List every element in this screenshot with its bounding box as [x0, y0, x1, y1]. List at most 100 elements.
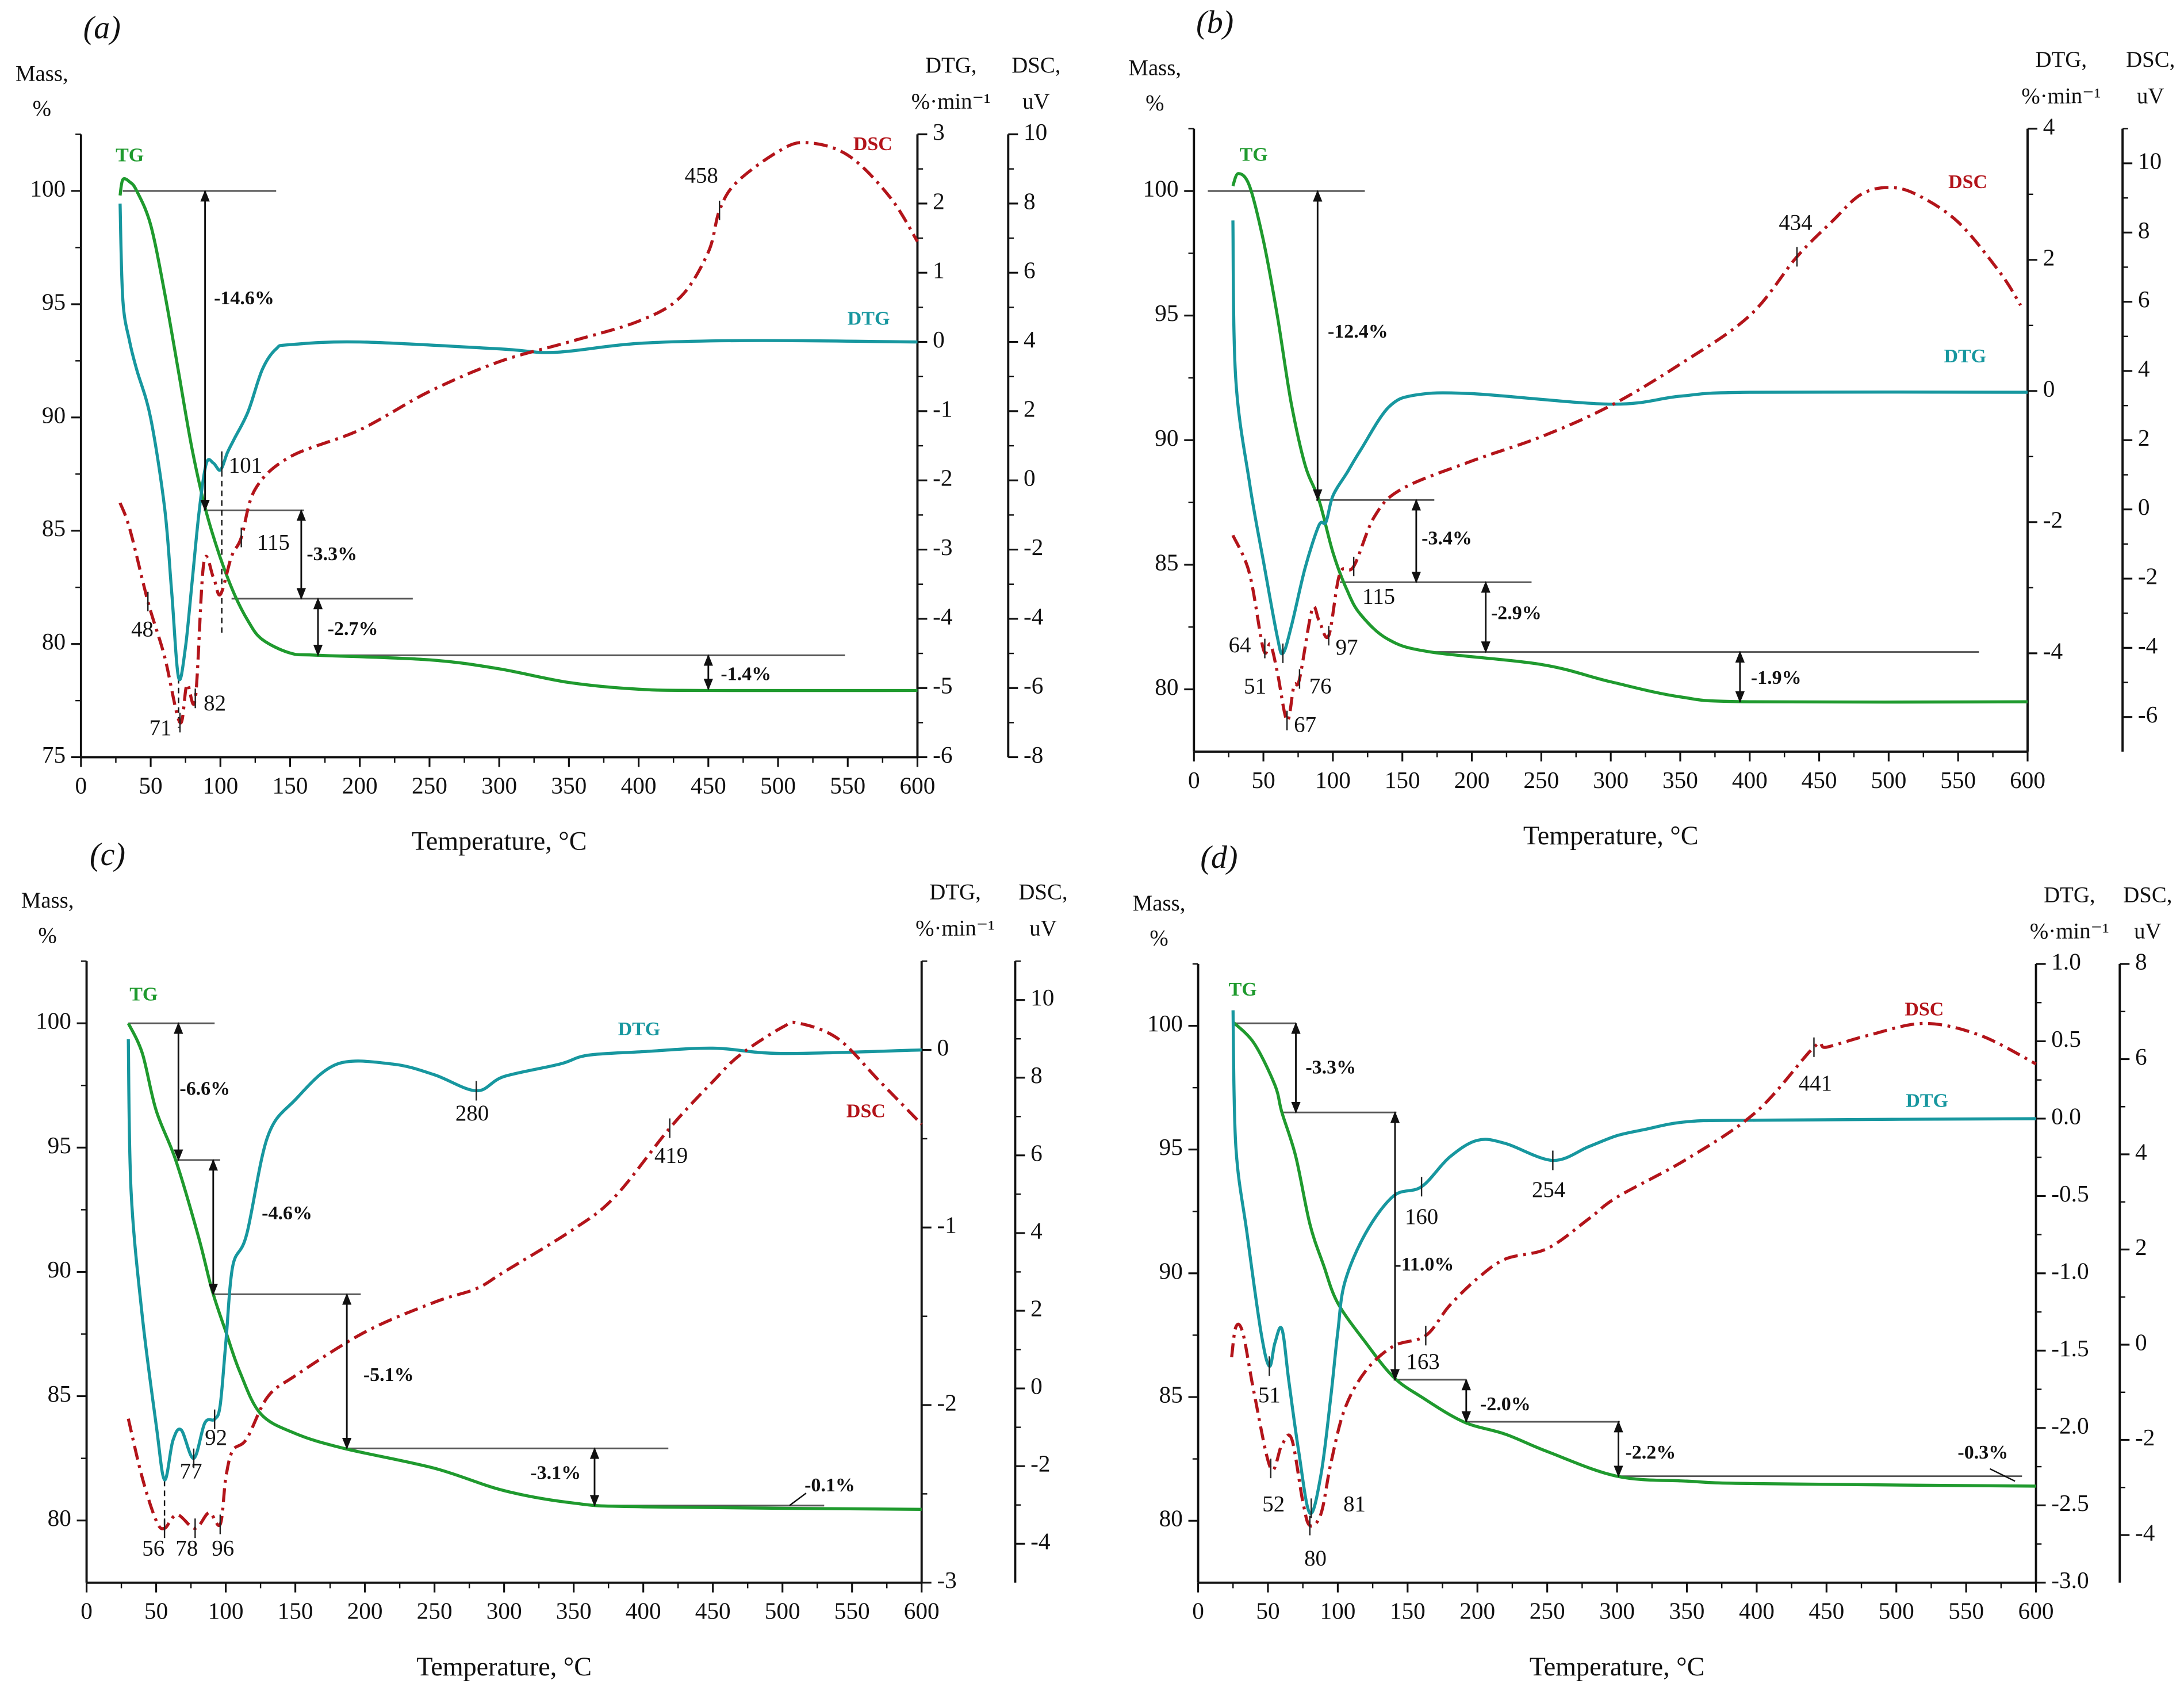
x-tick-label: 600 — [2018, 1598, 2054, 1624]
dtg-tick-label: 0.0 — [2051, 1103, 2081, 1129]
series-label-dtg: DTG — [1906, 1090, 1948, 1112]
x-tick-label: 300 — [1593, 767, 1629, 793]
x-tick-label: 100 — [1315, 767, 1351, 793]
x-tick-label: 350 — [556, 1598, 592, 1624]
x-axis-title: Temperature, °C — [1530, 1652, 1705, 1681]
panel-a: (a)0 50 100 150 200 250 300 350 400 450 500 550 600T… — [16, 10, 1061, 856]
series-label-dtg: DTG — [618, 1019, 661, 1040]
x-tick-label: 250 — [417, 1598, 453, 1624]
panel-label: (d) — [1200, 840, 1237, 875]
series-label-dsc: DSC — [1948, 171, 1987, 193]
dtg-tick-label: 0 — [2043, 375, 2055, 401]
x-tick-label: 350 — [1669, 1598, 1705, 1624]
x-tick-label: 100 — [1320, 1598, 1355, 1624]
x-tick-label: 0 — [81, 1598, 93, 1624]
x-tick-label: 450 — [1808, 1598, 1844, 1624]
mass-tick-label: 100 — [1143, 175, 1179, 202]
x-tick-label: 450 — [1802, 767, 1837, 793]
dsc-tick-label: 4 — [2138, 355, 2150, 381]
series-label-dsc: DSC — [853, 133, 892, 155]
panel-label: (c) — [90, 837, 125, 872]
panel-d: (d) 0 50 100 150 200 250 300 350 400 450 500 550 600 T… — [1133, 840, 2172, 1681]
mass-tick-label: 90 — [42, 401, 66, 428]
dsc-tick-label: 10 — [2138, 147, 2162, 174]
peak-label: 160 — [1405, 1204, 1438, 1229]
dtg-tick-label: 4 — [2043, 113, 2055, 139]
dsc-axis-unit: uV — [2137, 83, 2164, 108]
x-tick-label: 300 — [486, 1598, 522, 1624]
mass-tick-label: 85 — [1159, 1381, 1183, 1407]
dsc-tick-label: 4 — [1024, 326, 1036, 353]
peak-label: 101 — [229, 453, 262, 477]
mass-loss-label: -4.6% — [262, 1203, 312, 1224]
dtg-tick-label: 3 — [933, 118, 945, 145]
mass-loss-label: -1.9% — [1751, 667, 1802, 688]
peak-label: 56 — [142, 1536, 164, 1560]
x-tick-label: 300 — [481, 772, 517, 798]
dsc-tick-label: 4 — [1030, 1217, 1043, 1243]
mass-loss-label: -0.1% — [804, 1475, 855, 1496]
x-tick-label: 550 — [834, 1598, 870, 1624]
x-tick-label: 250 — [412, 772, 447, 798]
peak-label: 76 — [1309, 673, 1332, 698]
dsc-tick-label: 6 — [1030, 1139, 1043, 1166]
x-tick-label: 600 — [899, 772, 935, 798]
mass-tick-label: 95 — [1159, 1134, 1183, 1160]
series-tg-curve — [1232, 1021, 2036, 1488]
x-tick-label: 50 — [1256, 1598, 1279, 1624]
x-tick-label: 500 — [1879, 1598, 1914, 1624]
mass-axis-title: Mass, — [1133, 891, 1186, 916]
dsc-tick-label: -8 — [1024, 741, 1043, 768]
dsc-tick-label: -4 — [2135, 1519, 2155, 1545]
dsc-axis-unit: uV — [1022, 89, 1049, 114]
dsc-tick-label: 0 — [2138, 493, 2150, 520]
dtg-tick-label: 0 — [937, 1034, 949, 1061]
peak-label: 115 — [257, 530, 290, 554]
series-label-dsc: DSC — [1905, 999, 1944, 1020]
dtg-tick-label: -1.5 — [2051, 1335, 2089, 1361]
x-tick-label: 50 — [139, 772, 162, 798]
mass-tick-label: 80 — [1155, 673, 1178, 700]
mass-axis-unit: % — [1150, 926, 1168, 951]
dtg-tick-label: -2.0 — [2051, 1412, 2089, 1438]
mass-loss-label: -3.1% — [530, 1463, 581, 1484]
x-tick-label: 400 — [1739, 1598, 1775, 1624]
peak-label: 51 — [1258, 1383, 1281, 1407]
dtg-tick-label: -1.0 — [2051, 1257, 2089, 1284]
dtg-tick-label: 0.5 — [2051, 1025, 2081, 1052]
series-label-tg: TG — [1240, 144, 1268, 165]
x-tick-label: 550 — [1948, 1598, 1984, 1624]
dsc-tick-label: 6 — [1024, 257, 1036, 284]
dtg-tick-label: -2.5 — [2051, 1490, 2089, 1516]
dsc-tick-label: -6 — [1024, 672, 1043, 699]
dsc-tick-label: -2 — [2135, 1424, 2155, 1451]
mass-tick-label: 80 — [1159, 1505, 1183, 1532]
dtg-tick-label: 2 — [2043, 244, 2055, 270]
mass-axis-unit: % — [1145, 90, 1164, 115]
mass-loss-label: -12.4% — [1328, 321, 1388, 342]
mass-tick-label: 85 — [48, 1380, 71, 1407]
dsc-tick-label: 8 — [2135, 948, 2147, 974]
x-tick-label: 450 — [695, 1598, 731, 1624]
mass-loss-label: -3.3% — [306, 544, 357, 565]
dtg-axis-title: DTG, — [929, 879, 981, 904]
dsc-tick-label: 0 — [1030, 1373, 1043, 1399]
series-dsc-curve — [1231, 186, 2022, 722]
x-tick-label: 50 — [1251, 767, 1275, 793]
peak-label: 280 — [455, 1101, 489, 1126]
mass-loss-label: -14.6% — [214, 288, 274, 309]
peak-label: 82 — [204, 691, 226, 715]
mass-tick-label: 100 — [30, 175, 66, 201]
dsc-tick-label: -2 — [2138, 562, 2158, 589]
peak-label: 52 — [1262, 1491, 1285, 1516]
peak-label: 64 — [1229, 633, 1251, 657]
x-tick-label: 50 — [144, 1598, 168, 1624]
x-axis-title: Temperature, °C — [416, 1652, 592, 1681]
dtg-axis-title: DTG, — [925, 53, 977, 78]
series-dtg-curve — [1231, 1010, 2036, 1516]
x-tick-label: 100 — [208, 1598, 244, 1624]
mass-loss-label: -1.4% — [721, 664, 771, 685]
dsc-tick-label: 4 — [2135, 1138, 2147, 1165]
x-tick-label: 500 — [760, 772, 796, 798]
